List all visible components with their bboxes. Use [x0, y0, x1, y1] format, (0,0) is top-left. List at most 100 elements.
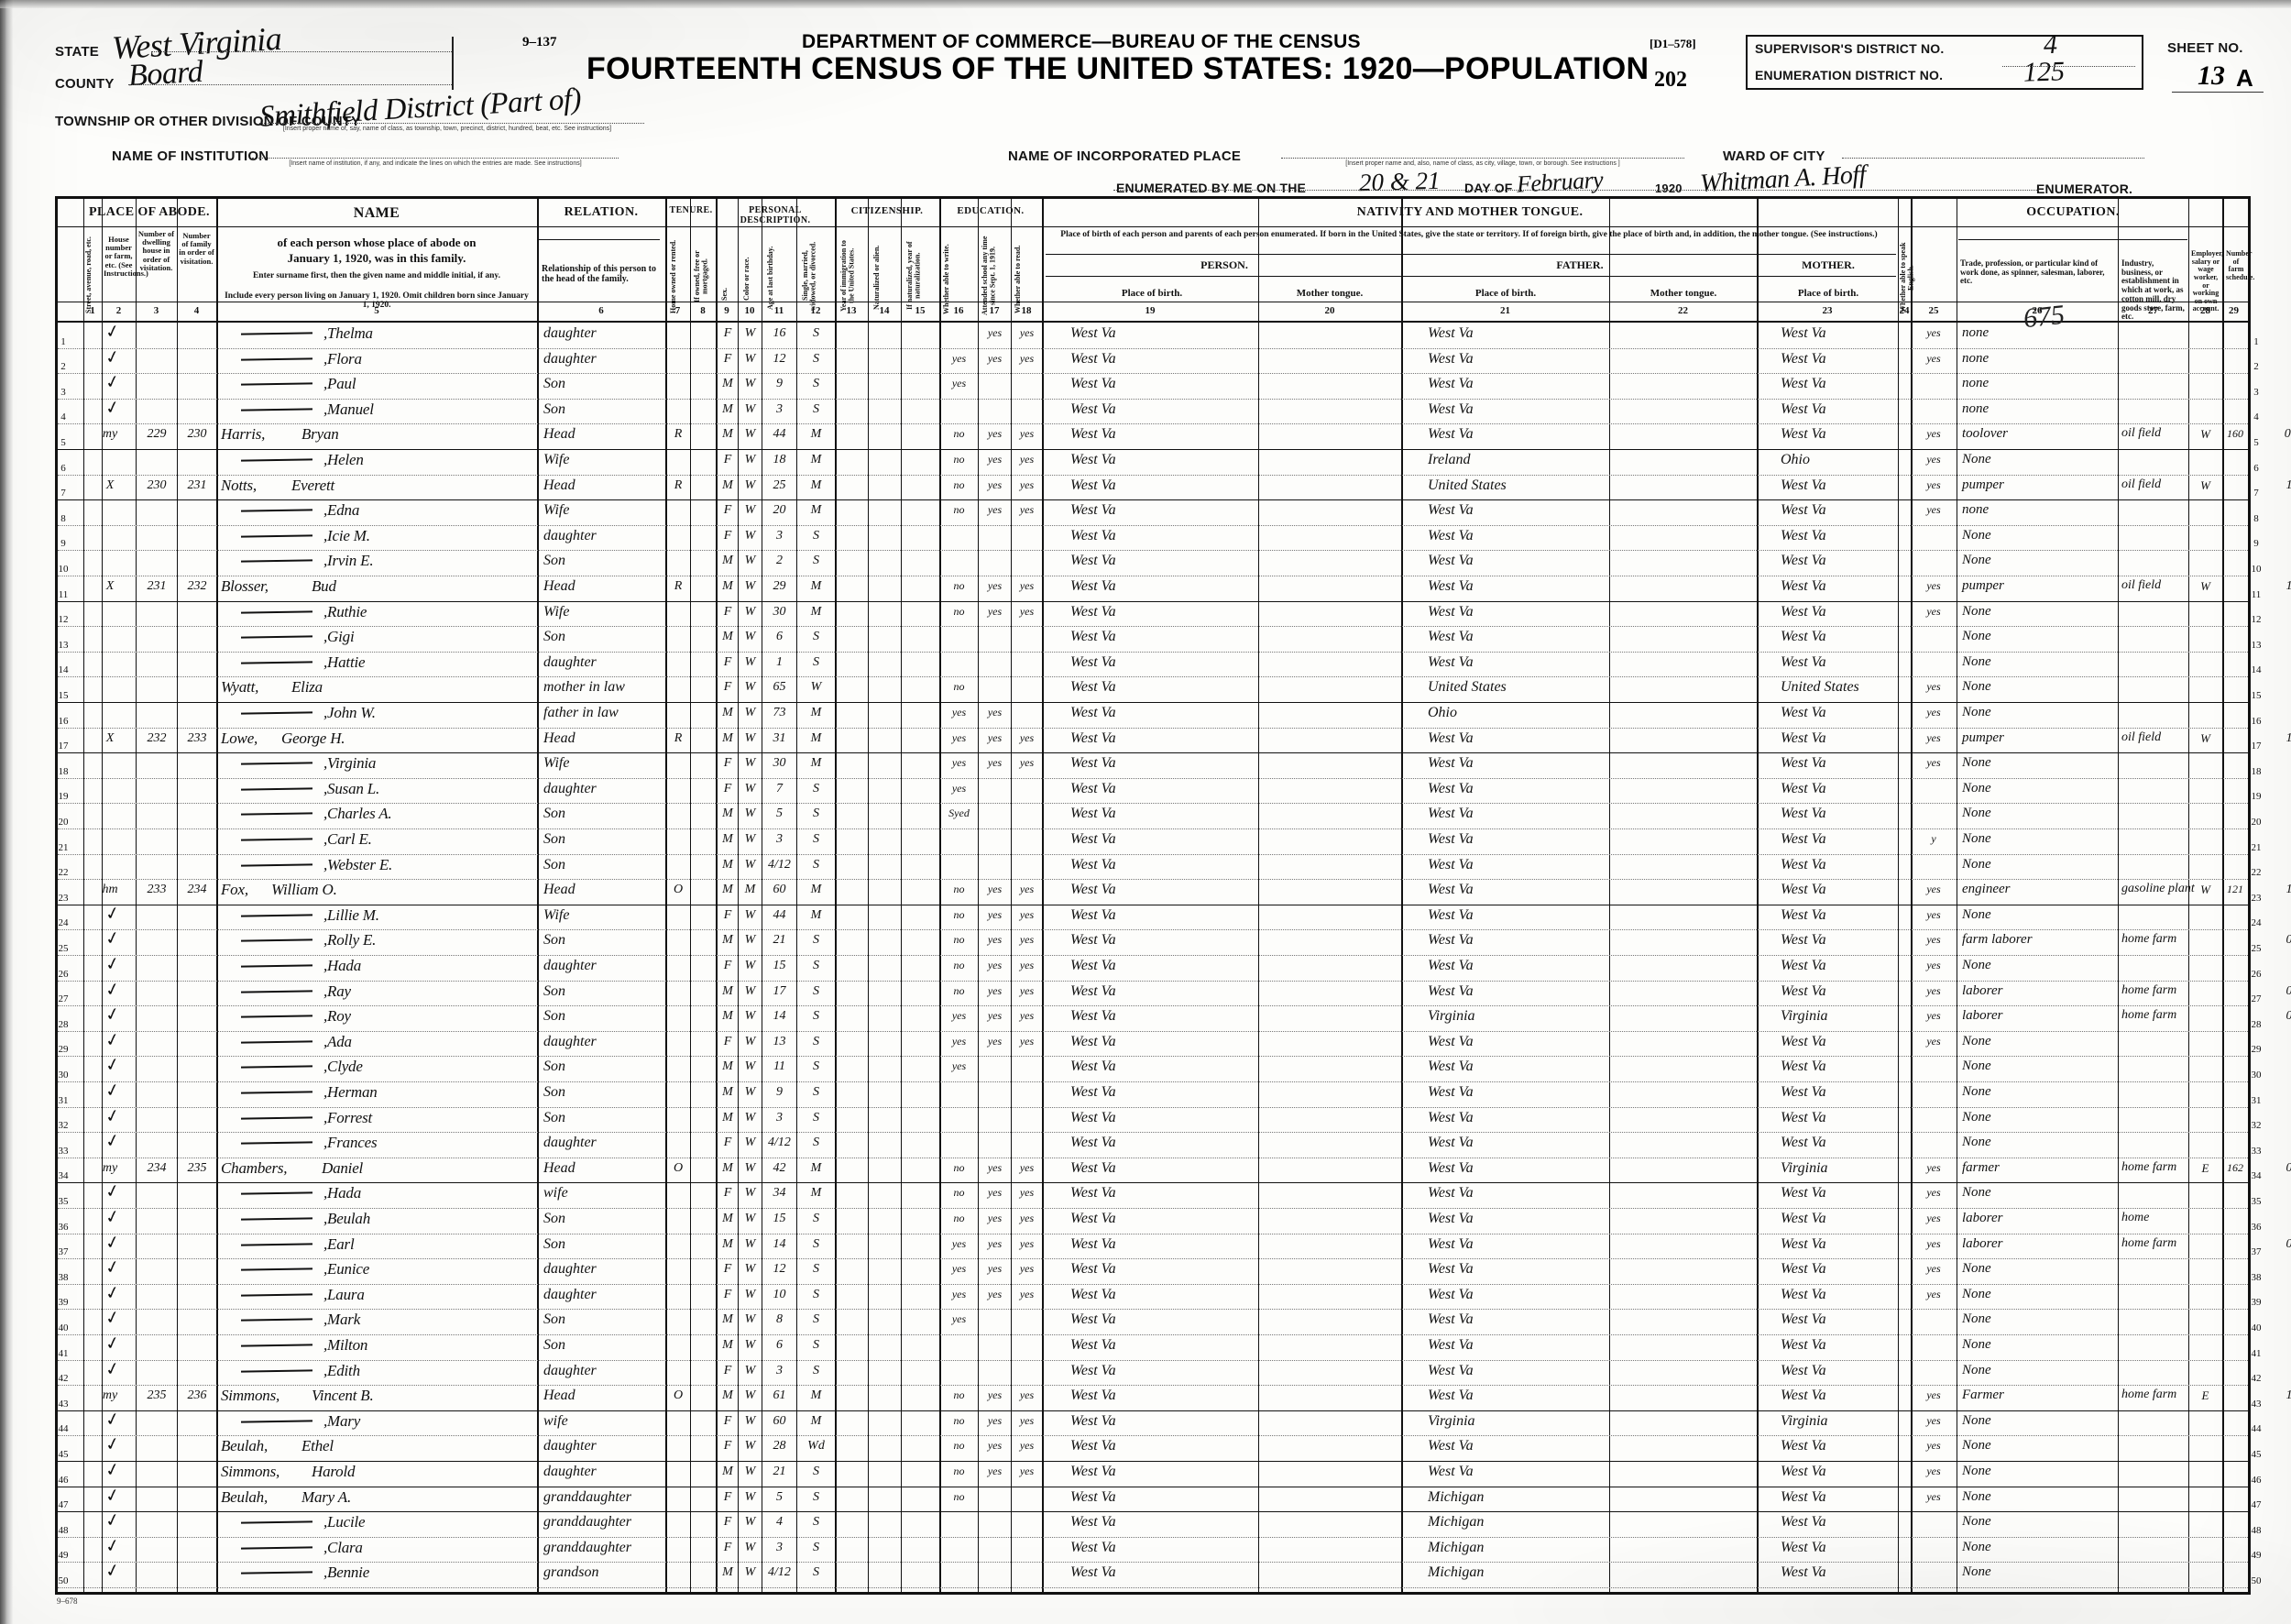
given-name: ,Lillie M.	[323, 905, 379, 924]
relation: Son	[543, 553, 565, 569]
abode-checkmark: ✓	[103, 321, 122, 344]
able-to-write: yes	[1019, 983, 1035, 997]
district-box	[1746, 35, 2143, 90]
age: 4	[776, 1515, 783, 1530]
given-name: Everett	[291, 476, 335, 494]
speaks-english: yes	[1926, 579, 1941, 592]
attended-school: no	[953, 503, 965, 517]
name-header-line2: January 1, 1920, was in this family.	[287, 251, 466, 265]
col-farm-number-label: Number of farm schedule.	[2226, 249, 2255, 281]
column-number-10: 10	[744, 305, 755, 316]
race: W	[744, 1110, 756, 1125]
father-birthplace: West Va	[1428, 1135, 1474, 1151]
incorporated-rule[interactable]	[1281, 158, 1684, 159]
grid-h	[58, 226, 2248, 227]
abode-checkmark: ✓	[103, 1080, 122, 1103]
sex: F	[723, 503, 732, 518]
race: W	[744, 1085, 756, 1099]
relation: Son	[543, 1109, 565, 1125]
nativity-note: Place of birth of each person and parent…	[1060, 230, 1878, 239]
given-name: William O.	[271, 881, 337, 899]
able-to-read: yes	[987, 1212, 1003, 1224]
relation: Head	[543, 1159, 575, 1176]
sex: F	[723, 1515, 732, 1530]
father-birthplace: Michigan	[1428, 1488, 1485, 1505]
abode-checkmark: ✓	[103, 1459, 122, 1482]
sex: M	[722, 883, 733, 897]
attended-school: no	[953, 1212, 965, 1224]
marital-status: M	[810, 503, 822, 518]
person-birthplace: West Va	[1070, 477, 1116, 493]
margin-note: 0.36	[2284, 427, 2291, 442]
sheet-side: A	[2236, 64, 2254, 92]
person-birthplace: West Va	[1070, 325, 1116, 341]
abode-checkmark: ✓	[103, 979, 122, 1002]
abode-checkmark: ✓	[103, 1256, 122, 1279]
able-to-write: yes	[1019, 959, 1035, 971]
name-header-line3: Enter surname first, then the given name…	[252, 271, 501, 280]
age: 12	[773, 351, 786, 366]
row-separator	[58, 1359, 2248, 1361]
attended-school: yes	[951, 1236, 967, 1250]
township-rule	[259, 123, 644, 124]
ward-rule[interactable]	[1842, 158, 2144, 159]
father-birthplace: West Va	[1428, 958, 1474, 973]
row-number: 27	[58, 993, 69, 1005]
grid-v	[835, 199, 837, 1592]
column-number-28: 28	[2200, 305, 2210, 316]
row-number: 24	[2251, 917, 2262, 929]
sex: M	[722, 1338, 733, 1352]
person-birthplace: West Va	[1070, 527, 1116, 543]
person-birthplace: West Va	[1070, 1488, 1116, 1505]
relation: Wife	[543, 603, 570, 620]
able-to-read: yes	[987, 1034, 1003, 1048]
able-to-read: yes	[987, 427, 1003, 441]
person-birthplace: West Va	[1070, 1362, 1116, 1378]
marital-status: S	[813, 630, 819, 644]
race: W	[744, 933, 756, 948]
row-number: 47	[2251, 1499, 2262, 1511]
surname: Wyatt,	[221, 678, 259, 697]
attended-school: no	[953, 579, 965, 592]
column-number-27: 27	[2148, 305, 2158, 316]
row-number: 2	[2253, 361, 2259, 373]
township-hint: [Insert proper name of, say, name of cla…	[282, 126, 612, 132]
speaks-english: yes	[1926, 1034, 1941, 1048]
father-birthplace: West Va	[1428, 1286, 1474, 1302]
person-birthplace: West Va	[1070, 1135, 1116, 1151]
occupation-trade: None	[1962, 452, 1991, 466]
attended-school: yes	[951, 781, 967, 795]
marital-status: S	[813, 1034, 819, 1048]
race: W	[744, 1287, 756, 1301]
row-separator	[58, 1056, 2248, 1058]
able-to-read: yes	[987, 706, 1003, 719]
occupation-trade: none	[1962, 502, 1990, 518]
ditto-dash	[240, 357, 313, 361]
speaks-english: yes	[1926, 1413, 1941, 1427]
sex: F	[723, 1262, 732, 1277]
relation: Son	[543, 1059, 565, 1075]
occupation-trade: none	[1962, 401, 1990, 416]
age: 8	[776, 1312, 783, 1327]
person-birthplace: West Va	[1070, 1059, 1116, 1075]
age: 3	[776, 401, 783, 416]
father-birthplace: Michigan	[1428, 1514, 1485, 1531]
age: 3	[776, 1110, 783, 1125]
relation: daughter	[543, 1286, 597, 1302]
able-to-read: yes	[987, 351, 1003, 365]
sex: M	[722, 730, 733, 745]
given-name: ,Lucile	[323, 1513, 366, 1531]
occupation-industry: home farm	[2121, 1008, 2177, 1023]
row-number: 35	[2251, 1196, 2262, 1207]
occupation-trade: None	[1962, 705, 1991, 719]
race: W	[744, 832, 756, 846]
mother-birthplace: West Va	[1781, 755, 1826, 772]
marital-status: S	[813, 1212, 819, 1225]
group-name: NAME	[353, 205, 400, 221]
given-name: George H.	[281, 729, 345, 747]
occupation-trade: farmer	[1962, 1159, 2000, 1175]
speaks-english: yes	[1926, 477, 1941, 491]
able-to-write: yes	[1019, 907, 1035, 921]
occupation-industry: home farm	[2121, 1388, 2177, 1402]
institution-rule[interactable]	[252, 158, 619, 159]
